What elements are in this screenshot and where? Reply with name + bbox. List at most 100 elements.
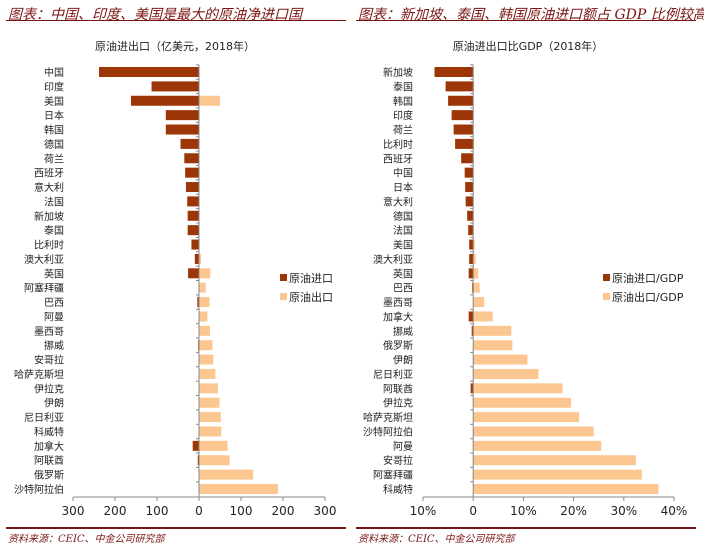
bar-export: [199, 268, 211, 279]
bar-import: [455, 138, 474, 149]
category-label: 德国: [44, 138, 64, 151]
bar-export: [473, 440, 602, 451]
bar-import: [185, 182, 199, 193]
category-label: 加拿大: [383, 310, 413, 323]
bar-export: [473, 383, 563, 394]
bar-export: [199, 95, 220, 106]
category-label: 英国: [393, 267, 413, 280]
category-label: 沙特阿拉伯: [14, 483, 64, 496]
category-label: 阿曼: [393, 441, 413, 453]
bar-export: [473, 81, 475, 92]
bar-import: [194, 253, 199, 264]
bar-export: [199, 426, 222, 437]
category-label: 英国: [44, 267, 64, 280]
bar-import: [197, 455, 199, 466]
bar-import: [99, 67, 199, 77]
bar-import: [451, 110, 474, 121]
category-label: 德国: [393, 210, 413, 223]
bar-import: [130, 95, 199, 106]
x-tick-label: 0: [469, 504, 477, 518]
category-label: 加拿大: [34, 440, 64, 453]
category-label: 哈萨克斯坦: [363, 411, 413, 424]
bar-export: [473, 340, 513, 351]
category-label: 澳大利亚: [24, 253, 64, 266]
bar-export: [199, 397, 220, 408]
legend-swatch-export: [280, 293, 287, 300]
category-label: 尼日利亚: [373, 369, 413, 381]
bar-import: [467, 210, 474, 221]
bar-import: [187, 225, 199, 236]
bar-import: [187, 210, 199, 221]
bar-import: [469, 253, 474, 264]
category-label: 伊朗: [44, 398, 64, 410]
bar-export: [199, 412, 221, 423]
bar-import: [165, 124, 199, 135]
category-label: 韩国: [44, 124, 64, 137]
bar-import: [185, 167, 199, 178]
x-tick-label: 20%: [560, 504, 587, 518]
legend-swatch-export: [603, 293, 610, 300]
bar-import: [188, 268, 199, 279]
category-label: 美国: [44, 95, 64, 108]
category-label: 阿塞拜疆: [24, 282, 64, 295]
category-label: 阿塞拜疆: [373, 469, 413, 482]
category-label: 科威特: [34, 425, 64, 438]
x-tick-label: 200: [104, 504, 127, 518]
category-label: 俄罗斯: [34, 469, 64, 482]
right-panel-title: 图表：新加坡、泰国、韩国原油进口额占 GDP 比例较高: [358, 7, 704, 23]
category-label: 中国: [393, 167, 413, 180]
category-label: 意大利: [383, 195, 413, 208]
bar-export: [199, 383, 218, 394]
category-label: 阿曼: [44, 311, 64, 323]
category-label: 美国: [393, 239, 413, 252]
bar-export: [199, 455, 230, 466]
bar-export: [199, 325, 210, 336]
category-label: 荷兰: [393, 124, 413, 137]
bar-import: [471, 325, 474, 336]
category-label: 巴西: [393, 283, 413, 295]
x-tick-label: 100: [230, 504, 253, 518]
bar-export: [473, 253, 476, 264]
bar-import: [192, 440, 199, 451]
category-label: 挪威: [393, 325, 413, 338]
bar-export: [473, 354, 528, 365]
category-label: 墨西哥: [383, 297, 413, 309]
bar-export: [473, 268, 479, 279]
legend-label: 原油进口/GDP: [612, 271, 684, 285]
right-title-rule: [356, 20, 696, 21]
bar-import: [472, 282, 474, 293]
bar-import: [468, 268, 474, 279]
bar-export: [473, 368, 539, 379]
category-label: 西班牙: [34, 168, 64, 180]
category-label: 阿联酋: [383, 382, 413, 395]
bar-import: [165, 110, 199, 121]
legend-swatch-import: [603, 274, 610, 281]
bar-import: [470, 383, 474, 394]
bar-export: [473, 311, 493, 322]
x-tick-label: 30%: [610, 504, 637, 518]
left-source: 资料来源：CEIC、中金公司研究部: [8, 534, 165, 545]
bar-import: [151, 81, 199, 92]
legend-label: 原油出口/GDP: [612, 290, 684, 304]
category-label: 墨西哥: [34, 326, 64, 338]
x-tick-label: 40%: [661, 504, 688, 518]
left-chart-title: 原油进出口（亿美元，2018年）: [95, 39, 255, 53]
x-tick-label: 200: [272, 504, 295, 518]
bar-import: [468, 225, 474, 236]
category-label: 伊拉克: [383, 397, 413, 410]
category-label: 法国: [393, 224, 413, 237]
category-label: 巴西: [44, 297, 64, 309]
category-label: 安哥拉: [34, 354, 64, 367]
bar-import: [448, 95, 474, 106]
bar-import: [469, 239, 474, 250]
legend-label: 原油出口: [289, 290, 333, 304]
bar-export: [199, 440, 228, 451]
category-label: 中国: [44, 66, 64, 79]
bar-export: [199, 368, 216, 379]
right-source: 资料来源：CEIC、中金公司研究部: [358, 534, 515, 545]
bar-export: [473, 239, 475, 250]
bar-import: [468, 311, 474, 322]
x-tick-label: 300: [62, 504, 85, 518]
category-label: 阿联酋: [34, 454, 64, 467]
